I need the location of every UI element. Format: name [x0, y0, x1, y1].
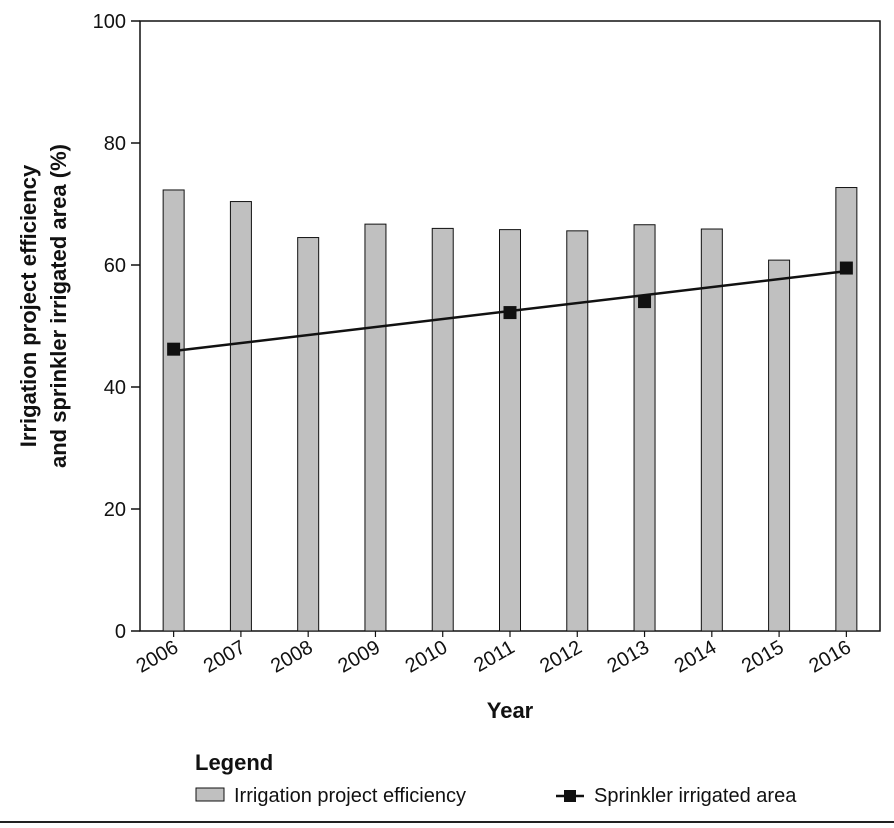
- bar: [364, 223, 387, 632]
- x-tick-label: 2006: [133, 636, 183, 677]
- bar: [297, 237, 320, 632]
- y-axis-title-line-2: and sprinkler irrigated area (%): [46, 144, 71, 468]
- bar: [566, 230, 589, 632]
- y-tick-label: 40: [104, 377, 126, 399]
- bar: [835, 187, 858, 632]
- x-tick-label: 2015: [738, 636, 788, 677]
- y-tick-label: 100: [93, 11, 126, 33]
- legend-title: Legend: [195, 750, 273, 775]
- bar: [499, 229, 521, 632]
- line-point: [503, 306, 517, 320]
- bar: [162, 189, 185, 632]
- legend-label-bar: Irrigation project efficiency: [234, 785, 466, 807]
- bar: [229, 201, 252, 632]
- x-tick-label: 2014: [671, 636, 721, 677]
- bar: [768, 259, 791, 632]
- x-tick-label: 2012: [536, 636, 586, 677]
- x-tick-label: 2007: [200, 636, 250, 677]
- legend-swatch-marker: [564, 790, 576, 802]
- y-tick-label: 0: [115, 621, 126, 643]
- y-tick-label: 20: [104, 499, 126, 521]
- bottom-divider: [0, 821, 894, 823]
- line-point: [839, 261, 853, 275]
- bar: [700, 228, 723, 632]
- x-tick-label: 2011: [470, 636, 518, 677]
- y-tick-label: 60: [104, 255, 126, 277]
- y-tick-label: 80: [104, 133, 126, 155]
- x-tick-label: 2016: [805, 636, 855, 677]
- legend-label-line: Sprinkler irrigated area: [594, 785, 797, 807]
- x-tick-label: 2008: [267, 636, 317, 677]
- x-tick-label: 2013: [604, 636, 654, 677]
- x-tick-label: 2010: [402, 636, 452, 677]
- x-tick-label: 2009: [334, 636, 384, 677]
- legend-swatch-bar: [195, 787, 225, 802]
- bar: [633, 224, 656, 632]
- line-point: [167, 342, 181, 356]
- line-point: [638, 295, 652, 309]
- x-axis-title: Year: [487, 698, 534, 723]
- y-axis-title-line-1: Irrigation project efficiency: [16, 164, 41, 447]
- bar: [431, 227, 454, 632]
